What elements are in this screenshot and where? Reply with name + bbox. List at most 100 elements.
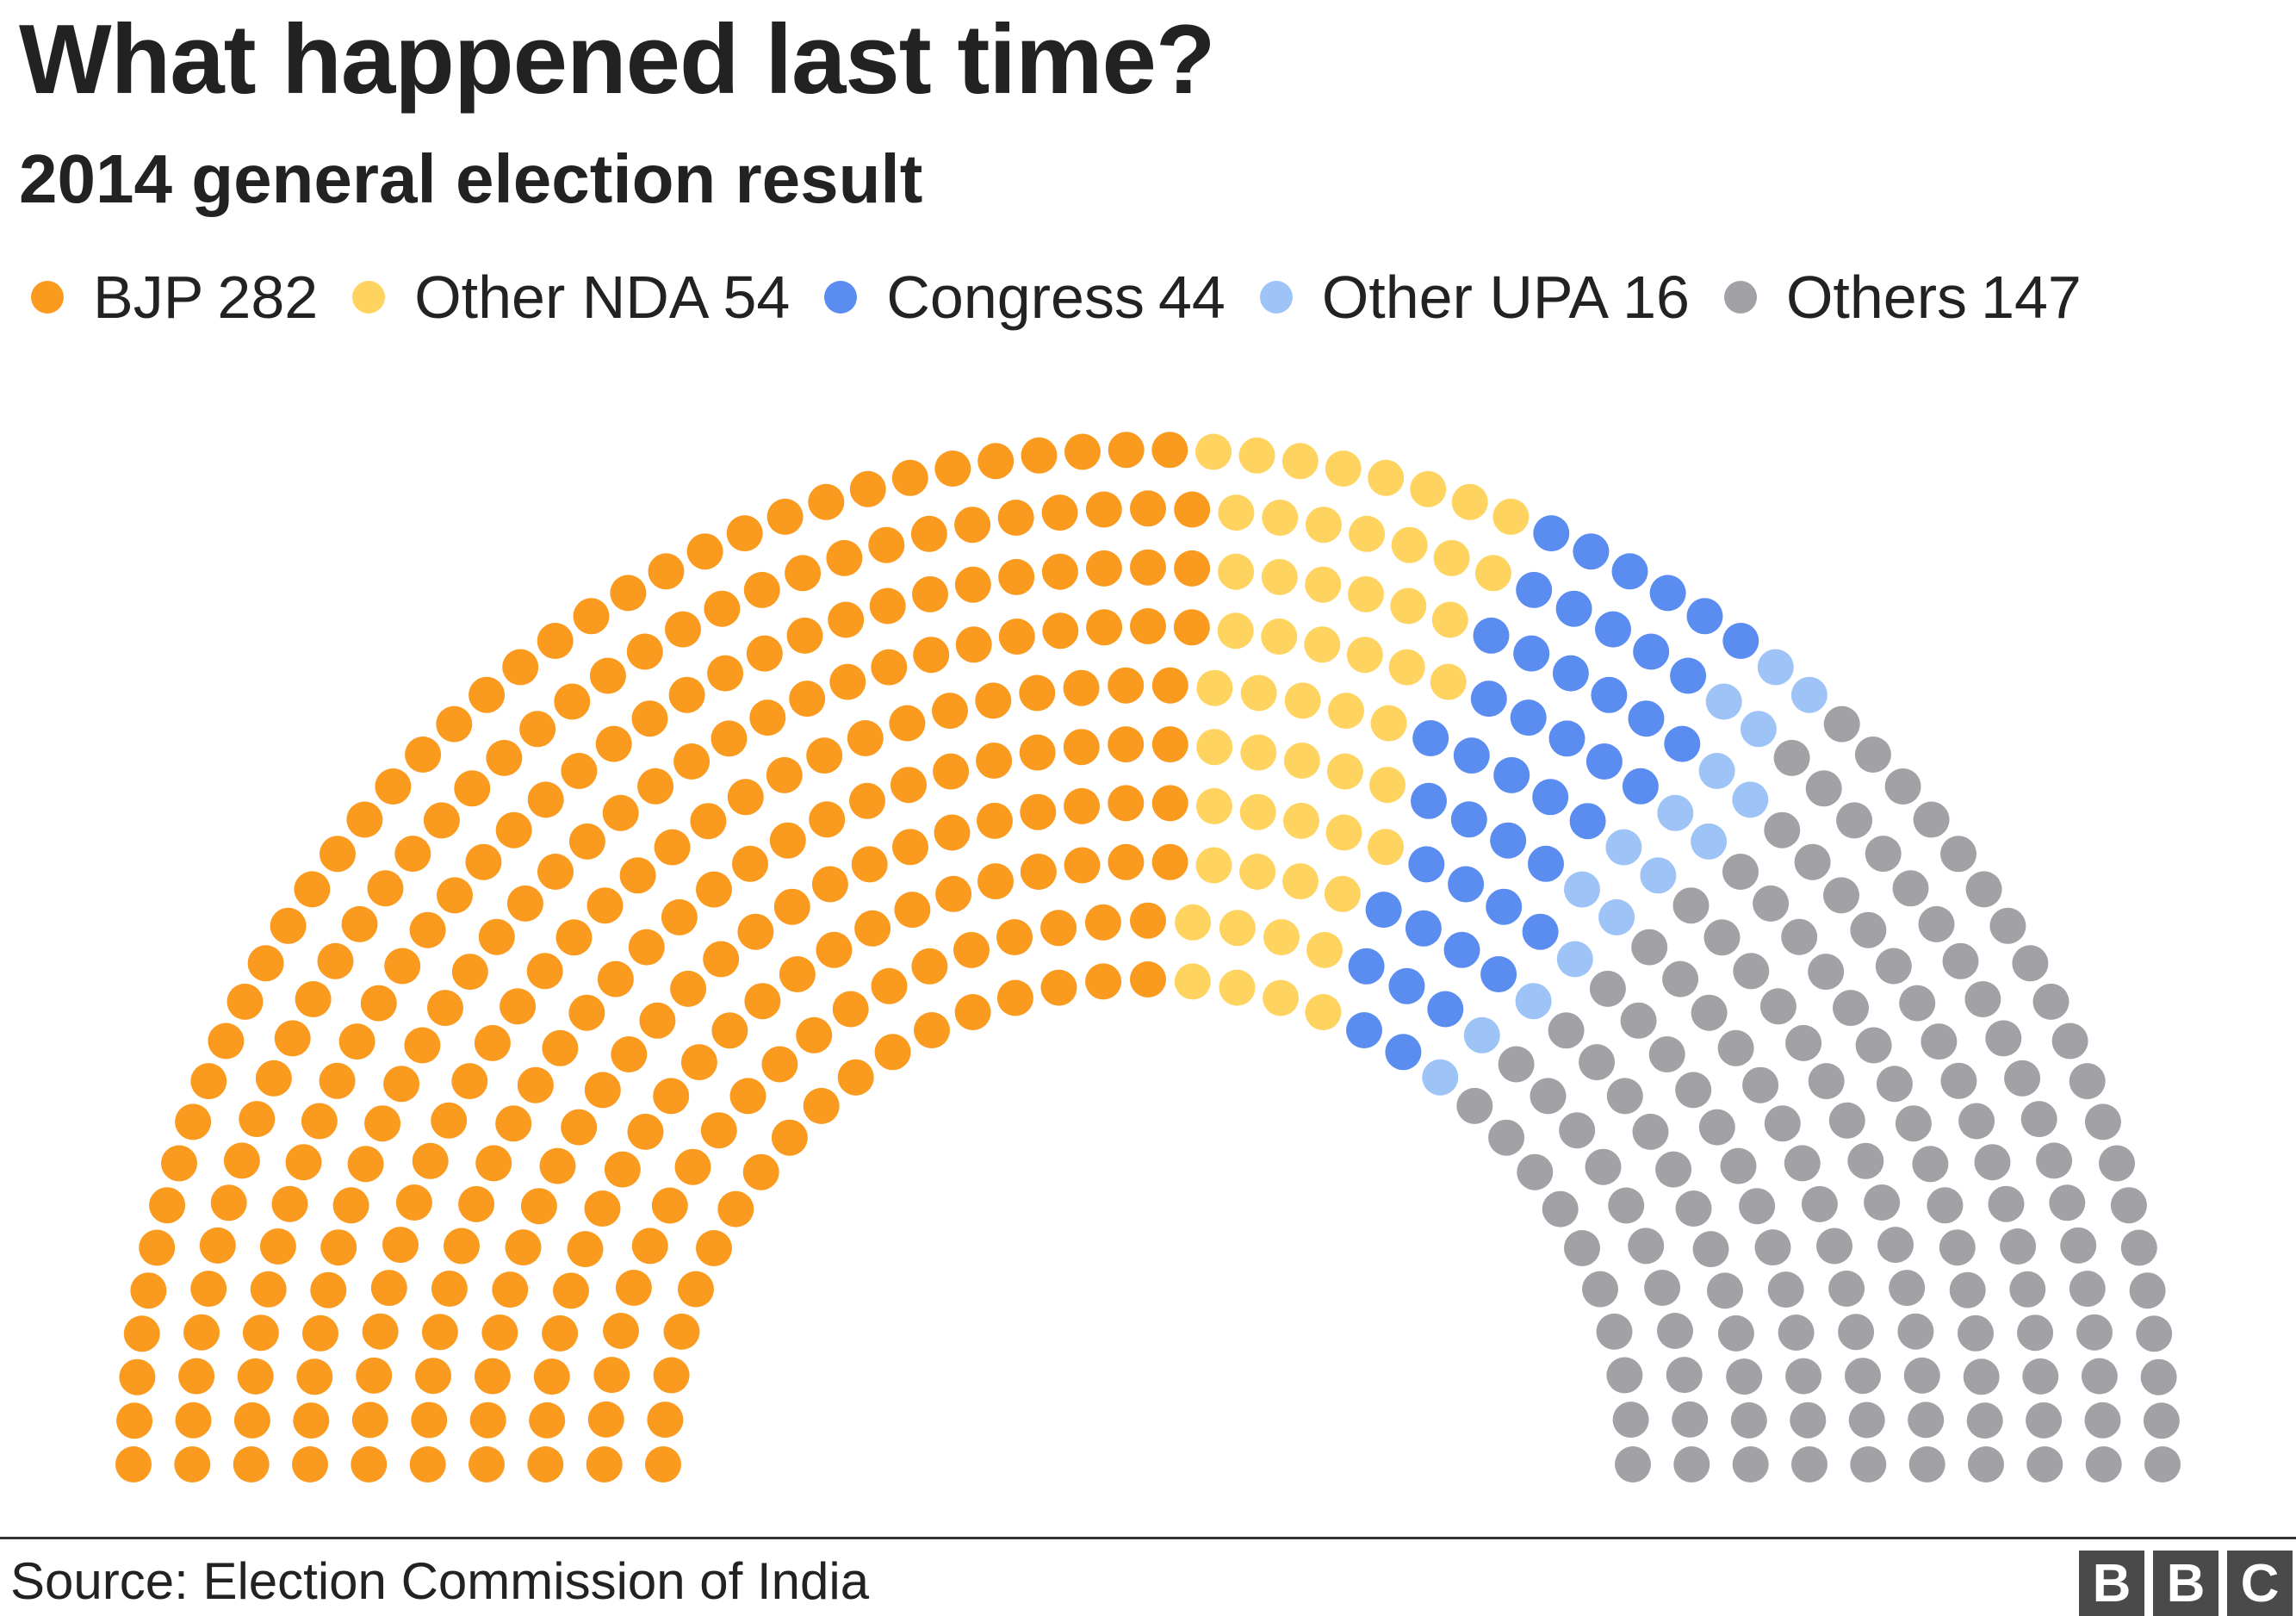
seat-bjp-133: [423, 802, 460, 839]
seat-others-79: [1801, 1185, 1838, 1222]
seat-other-nda-3: [1196, 669, 1233, 706]
seat-others-142: [1850, 1446, 1887, 1482]
seat-bjp-165: [737, 913, 774, 950]
seat-congress-12: [1573, 533, 1610, 570]
seat-bjp-240: [1040, 969, 1077, 1006]
seat-others-30: [1559, 1112, 1596, 1149]
seat-bjp-132: [597, 960, 634, 998]
seat-bjp-233: [977, 802, 1013, 839]
seat-bjp-113: [409, 911, 446, 948]
seat-others-84: [1974, 1144, 2011, 1181]
seat-bjp-84: [274, 1020, 311, 1057]
seat-others-121: [2136, 1315, 2173, 1352]
seat-bjp-95: [404, 1027, 441, 1064]
seat-bjp-71: [190, 1063, 227, 1100]
seat-bjp-144: [436, 705, 473, 743]
seat-others-120: [1785, 1358, 1822, 1395]
seat-other-nda-31: [1348, 575, 1384, 612]
bbc-logo-block-2: B: [2153, 1551, 2218, 1616]
seat-congress-32: [1486, 888, 1523, 925]
seat-bjp-222: [869, 587, 906, 625]
seat-congress-29: [1443, 931, 1480, 968]
seat-bjp-278: [1151, 785, 1188, 822]
seat-others-54: [2012, 945, 2049, 982]
seat-congress-24: [1490, 822, 1527, 859]
seat-bjp-119: [611, 1036, 648, 1072]
seat-bjp-163: [554, 683, 591, 720]
seat-bjp-282: [1173, 609, 1210, 646]
seat-others-36: [1759, 988, 1796, 1025]
seat-bjp-4: [469, 1446, 505, 1482]
seat-bjp-207: [847, 720, 884, 756]
seat-bjp-156: [561, 753, 598, 789]
seat-other-nda-11: [1195, 847, 1232, 884]
seat-others-52: [1698, 1109, 1735, 1146]
seat-bjp-3: [527, 1446, 564, 1482]
seat-bjp-35: [130, 1272, 167, 1309]
seat-bjp-275: [1151, 432, 1188, 469]
seat-bjp-243: [1020, 793, 1057, 830]
seat-bjp-134: [555, 919, 593, 956]
seat-bjp-16: [411, 1402, 448, 1439]
seat-congress-41: [1722, 623, 1759, 659]
seat-other-nda-41: [1325, 814, 1362, 851]
seat-others-69: [1784, 1145, 1821, 1182]
seat-other-upa-14: [1640, 857, 1677, 894]
seat-others-109: [2009, 1271, 2046, 1308]
seat-bjp-216: [935, 875, 972, 912]
seat-congress-42: [1622, 768, 1659, 805]
seat-bjp-203: [726, 515, 763, 552]
seat-bjp-114: [320, 836, 356, 873]
seat-bjp-40: [481, 1315, 518, 1351]
seat-bjp-164: [595, 725, 632, 762]
bbc-logo-block-3: C: [2227, 1551, 2293, 1616]
seat-bjp-8: [233, 1446, 270, 1482]
seat-others-98: [1939, 1229, 1976, 1266]
seat-other-nda-43: [1388, 649, 1425, 686]
seat-others-59: [1764, 1105, 1801, 1142]
seat-others-57: [1964, 981, 2001, 1017]
seat-bjp-249: [1019, 674, 1056, 712]
seat-others-115: [1666, 1357, 1703, 1394]
seat-other-nda-20: [1239, 854, 1276, 890]
seat-congress-9: [1453, 737, 1490, 774]
seat-others-130: [1730, 1402, 1767, 1439]
seat-others-134: [1966, 1402, 2003, 1439]
seat-bjp-136: [405, 737, 442, 773]
seat-others-87: [1644, 1270, 1681, 1306]
seat-congress-25: [1548, 720, 1585, 757]
seat-other-nda-5: [1196, 729, 1233, 766]
seat-other-nda-36: [1263, 979, 1300, 1016]
seat-others-42: [1875, 948, 1912, 985]
seat-bjp-218: [808, 483, 845, 520]
seat-bjp-223: [849, 470, 886, 507]
seat-others-37: [1808, 954, 1845, 991]
seat-others-125: [2022, 1358, 2059, 1395]
seat-bjp-191: [854, 910, 891, 947]
seat-bjp-252: [1021, 437, 1058, 474]
seat-bjp-161: [837, 1059, 874, 1096]
seat-bjp-182: [610, 575, 647, 612]
seat-other-upa-2: [1564, 871, 1600, 908]
seat-bjp-9: [174, 1446, 211, 1482]
seat-others-117: [2017, 1315, 2054, 1352]
seat-bjp-271: [1130, 902, 1166, 939]
seat-bjp-120: [568, 994, 605, 1031]
seat-others-55: [1808, 1063, 1845, 1100]
seat-bjp-25: [356, 1357, 393, 1394]
seat-bjp-109: [294, 871, 331, 908]
seat-bjp-192: [749, 699, 786, 737]
seat-bjp-80: [584, 1190, 621, 1227]
seat-bjp-187: [871, 967, 908, 1004]
seat-others-74: [1739, 1188, 1776, 1225]
seat-bjp-209: [785, 555, 822, 592]
seat-bjp-162: [696, 871, 732, 908]
seat-bjp-105: [627, 1113, 664, 1150]
seat-others-103: [2060, 1227, 2097, 1264]
seat-others-123: [1903, 1357, 1940, 1394]
seat-bjp-100: [317, 942, 354, 979]
seat-bjp-96: [561, 1109, 598, 1146]
seat-congress-18: [1493, 756, 1530, 793]
seat-bjp-264: [1085, 491, 1122, 528]
seat-other-nda-42: [1370, 705, 1407, 742]
